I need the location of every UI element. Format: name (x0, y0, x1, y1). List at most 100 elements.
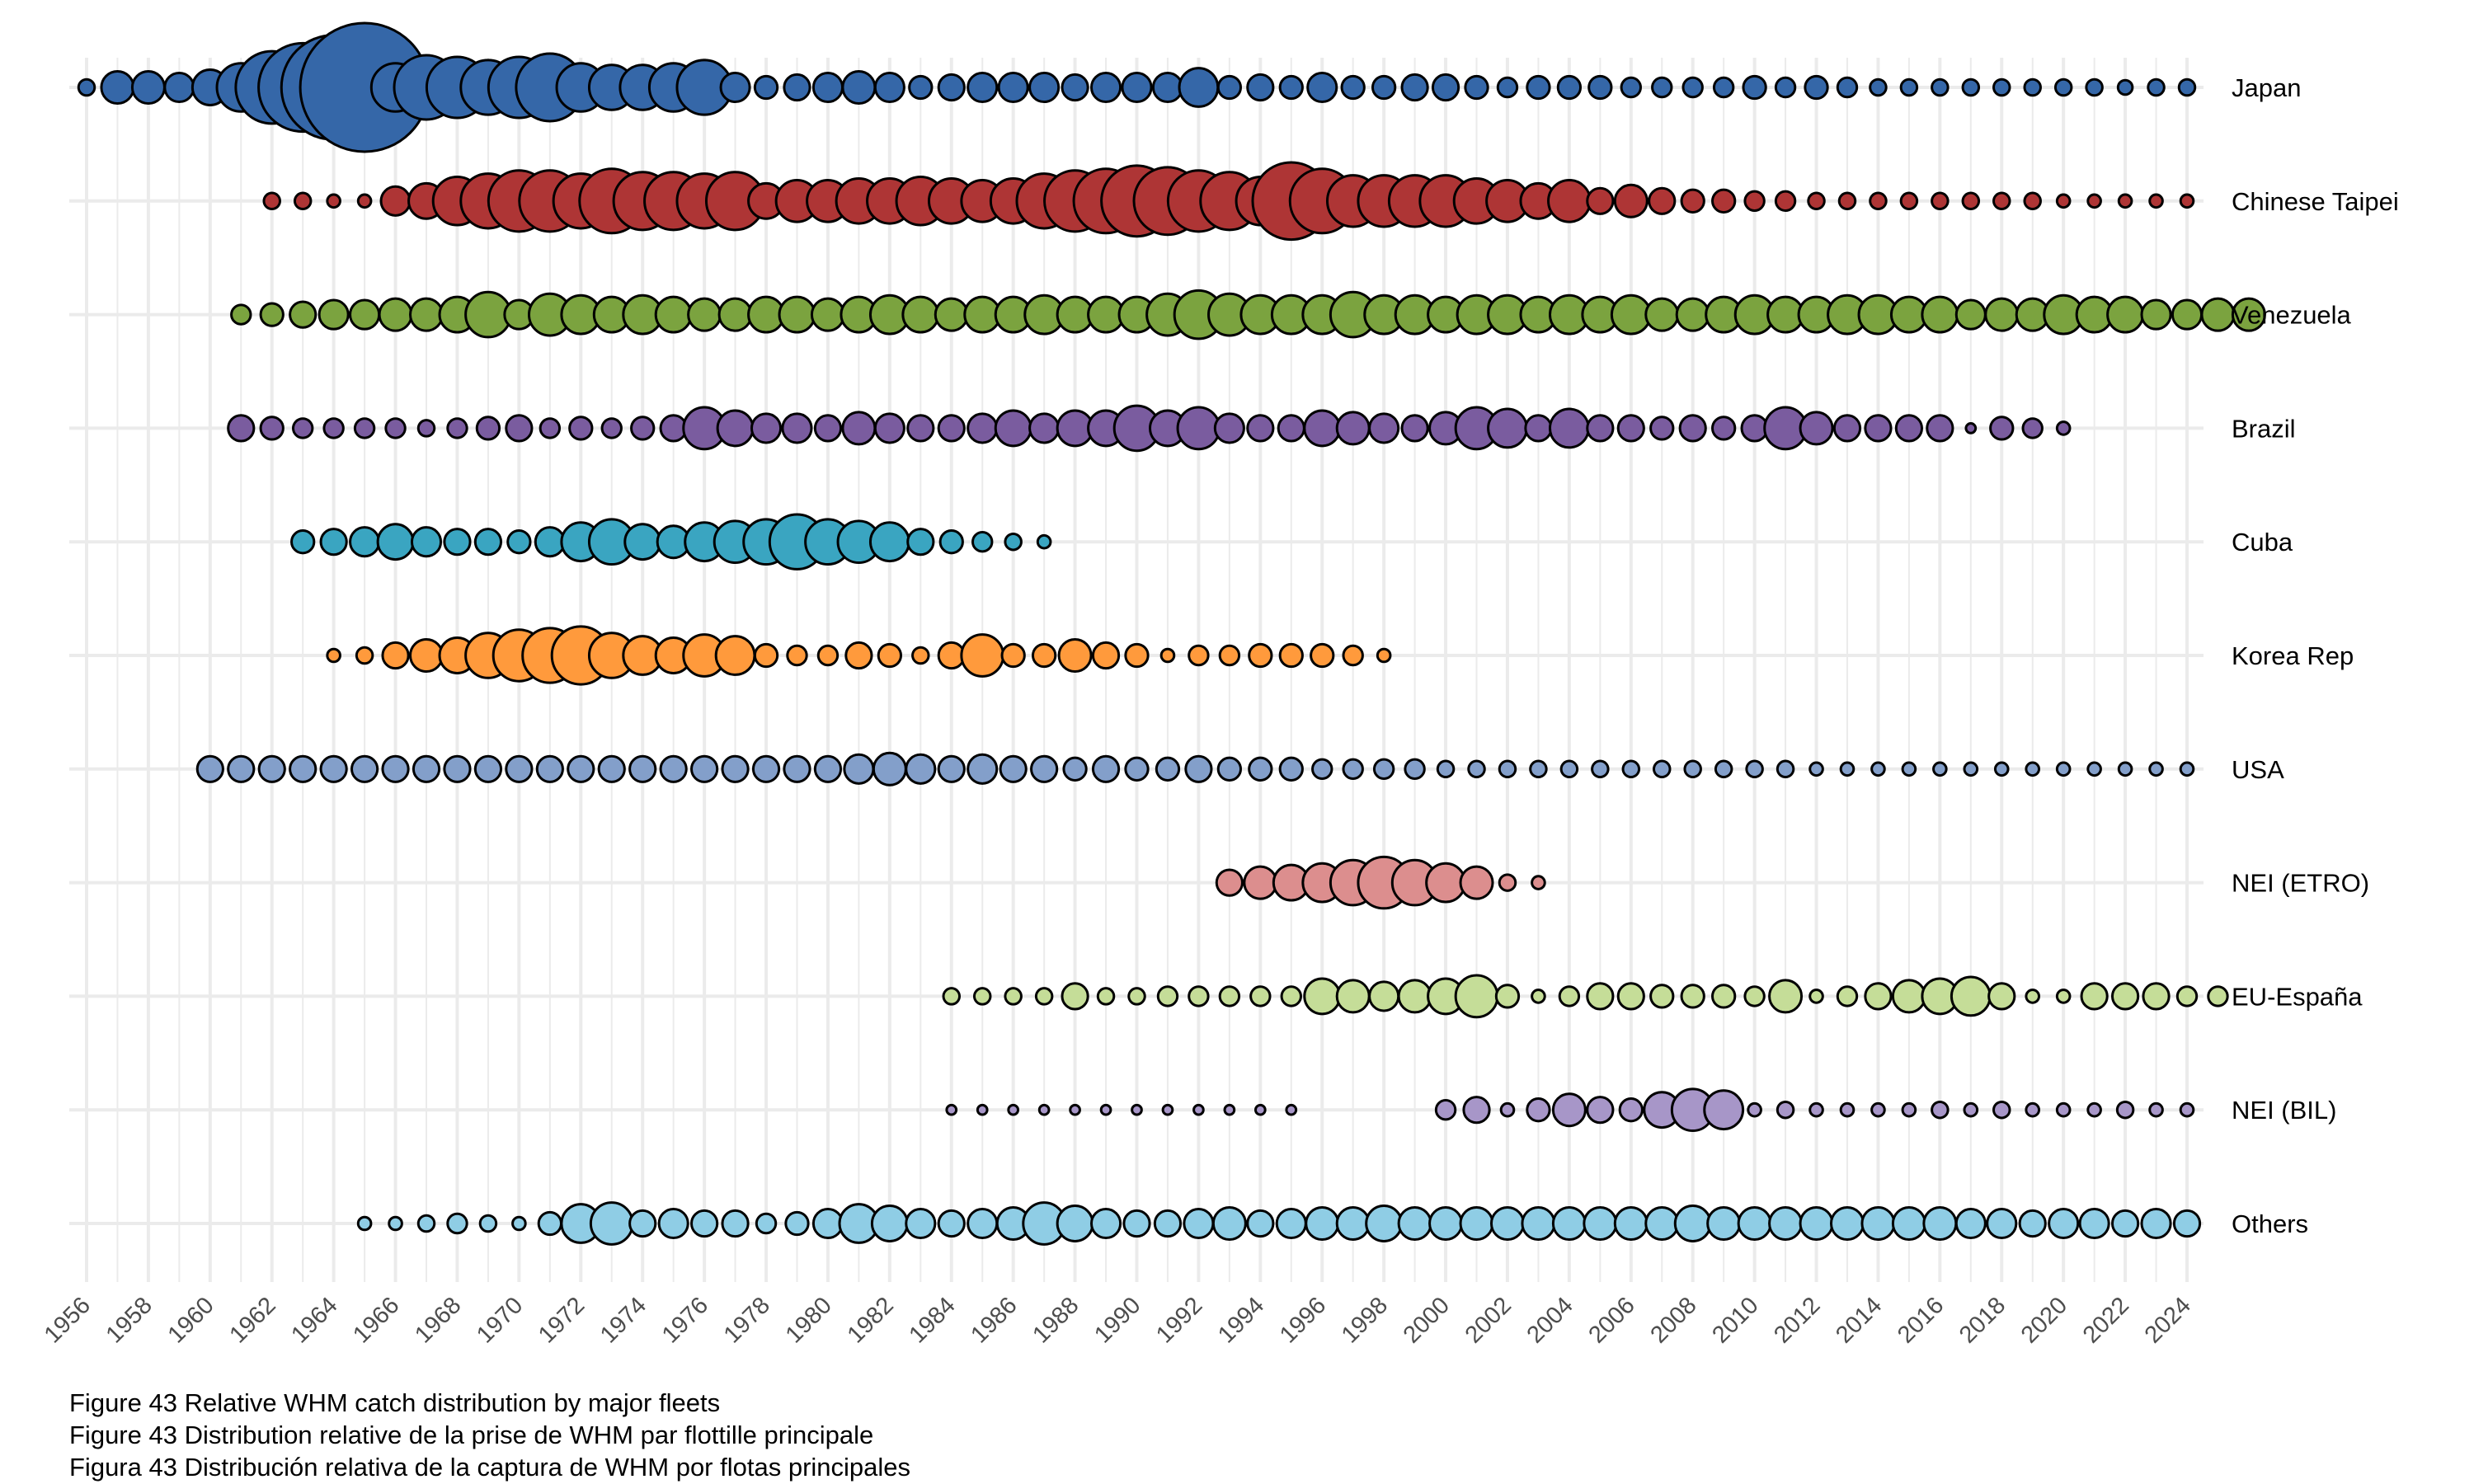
bubble (1556, 74, 1583, 101)
bubble (1246, 1209, 1275, 1238)
bubble (2085, 77, 2104, 97)
bubble (937, 414, 966, 443)
bubble (1211, 1206, 1247, 1241)
bubble (1870, 761, 1886, 777)
bubble (719, 71, 751, 104)
bubble (1494, 984, 1521, 1009)
bubble (2179, 1101, 2195, 1118)
bubble (2055, 989, 2072, 1004)
bubble (1431, 73, 1460, 102)
bubble (353, 417, 376, 439)
bubble (1004, 987, 1023, 1006)
bubble (1215, 868, 1244, 897)
bubble (659, 754, 688, 783)
bubble (262, 191, 281, 211)
bubble (2231, 297, 2266, 332)
bubble (1587, 74, 1613, 101)
bubble (1804, 74, 1829, 101)
bubble (1188, 644, 1210, 667)
bubble (409, 297, 444, 332)
bubble (1099, 1103, 1112, 1116)
bubble (1583, 1206, 1618, 1241)
bubble (446, 1212, 468, 1235)
bubble (1342, 644, 1364, 667)
bubble (2177, 77, 2197, 97)
x-tick-label: 2014 (1831, 1292, 1887, 1348)
bubble (539, 417, 562, 439)
bubble (1963, 761, 1979, 777)
bubble (1807, 191, 1826, 211)
x-tick-label: 1994 (1213, 1292, 1269, 1348)
bubble (1678, 414, 1707, 443)
bubble (2200, 297, 2236, 332)
bubble (623, 523, 662, 561)
bubble (1061, 982, 1089, 1011)
bubble (1127, 987, 1146, 1006)
bubble (77, 77, 96, 97)
bubble (721, 754, 750, 783)
bubble (1651, 76, 1673, 99)
bubble (1703, 1089, 1745, 1131)
bubble (1131, 1103, 1143, 1116)
bubble (589, 1201, 634, 1246)
bubble (843, 753, 875, 785)
bubble (1368, 412, 1400, 444)
bubble (1547, 178, 1592, 223)
bubble (1467, 759, 1486, 779)
bubble (1869, 77, 1888, 97)
bubble (786, 644, 808, 667)
bubble (841, 411, 877, 446)
bubble (1037, 1103, 1051, 1116)
bubble (1057, 638, 1093, 673)
bubble (478, 1214, 498, 1233)
bubble (811, 71, 844, 104)
bubble (877, 642, 903, 669)
bubble (409, 638, 444, 673)
bubble (1459, 865, 1494, 900)
bubble (535, 754, 564, 783)
x-tick-label: 1986 (966, 1292, 1022, 1348)
bubble (654, 295, 693, 334)
x-tick-label: 1990 (1089, 1292, 1145, 1348)
bubble (2110, 982, 2140, 1011)
bubble (1151, 71, 1184, 104)
series-venezuela (230, 289, 2266, 340)
x-tick-label: 2018 (1954, 1292, 2011, 1348)
bubble (721, 1209, 750, 1238)
bubble (967, 753, 999, 785)
series-others (356, 1201, 2202, 1246)
bubble (1218, 644, 1241, 667)
bubble (319, 528, 348, 556)
x-tick-label: 1958 (101, 1292, 158, 1348)
series-eu-espa-a (942, 974, 2229, 1019)
bubble (416, 1214, 436, 1233)
bubble (1464, 74, 1489, 101)
series-nei-etro- (1215, 855, 1546, 910)
bubble (1365, 1205, 1404, 1242)
x-tick-label: 1980 (781, 1292, 837, 1348)
bubble (1521, 1206, 1556, 1241)
bubble (1864, 982, 1893, 1011)
bubble (813, 754, 843, 783)
bubble (2086, 1101, 2102, 1118)
bubble (997, 71, 1029, 104)
bubble (841, 70, 877, 105)
x-tick-label: 1960 (163, 1292, 219, 1348)
bubble (1498, 873, 1517, 892)
bubble (2148, 761, 2164, 777)
bubble (1499, 1101, 1516, 1118)
bubble (163, 71, 195, 104)
bubble (945, 1103, 958, 1116)
bubble (1188, 985, 1210, 1007)
bubble (1613, 1206, 1649, 1241)
bubble (967, 1207, 999, 1240)
bubble (1613, 183, 1649, 218)
bubble-chart: Japan Chinese Taipei Venezuela Brazil Cuba Ko… (40, 21, 2399, 1349)
bubble (230, 303, 252, 326)
bubble (2023, 77, 2042, 97)
bubble (293, 191, 313, 211)
bubble (1285, 1103, 1298, 1116)
bubble (1243, 865, 1278, 900)
bubble (2147, 77, 2166, 97)
bubble (1548, 407, 1590, 449)
